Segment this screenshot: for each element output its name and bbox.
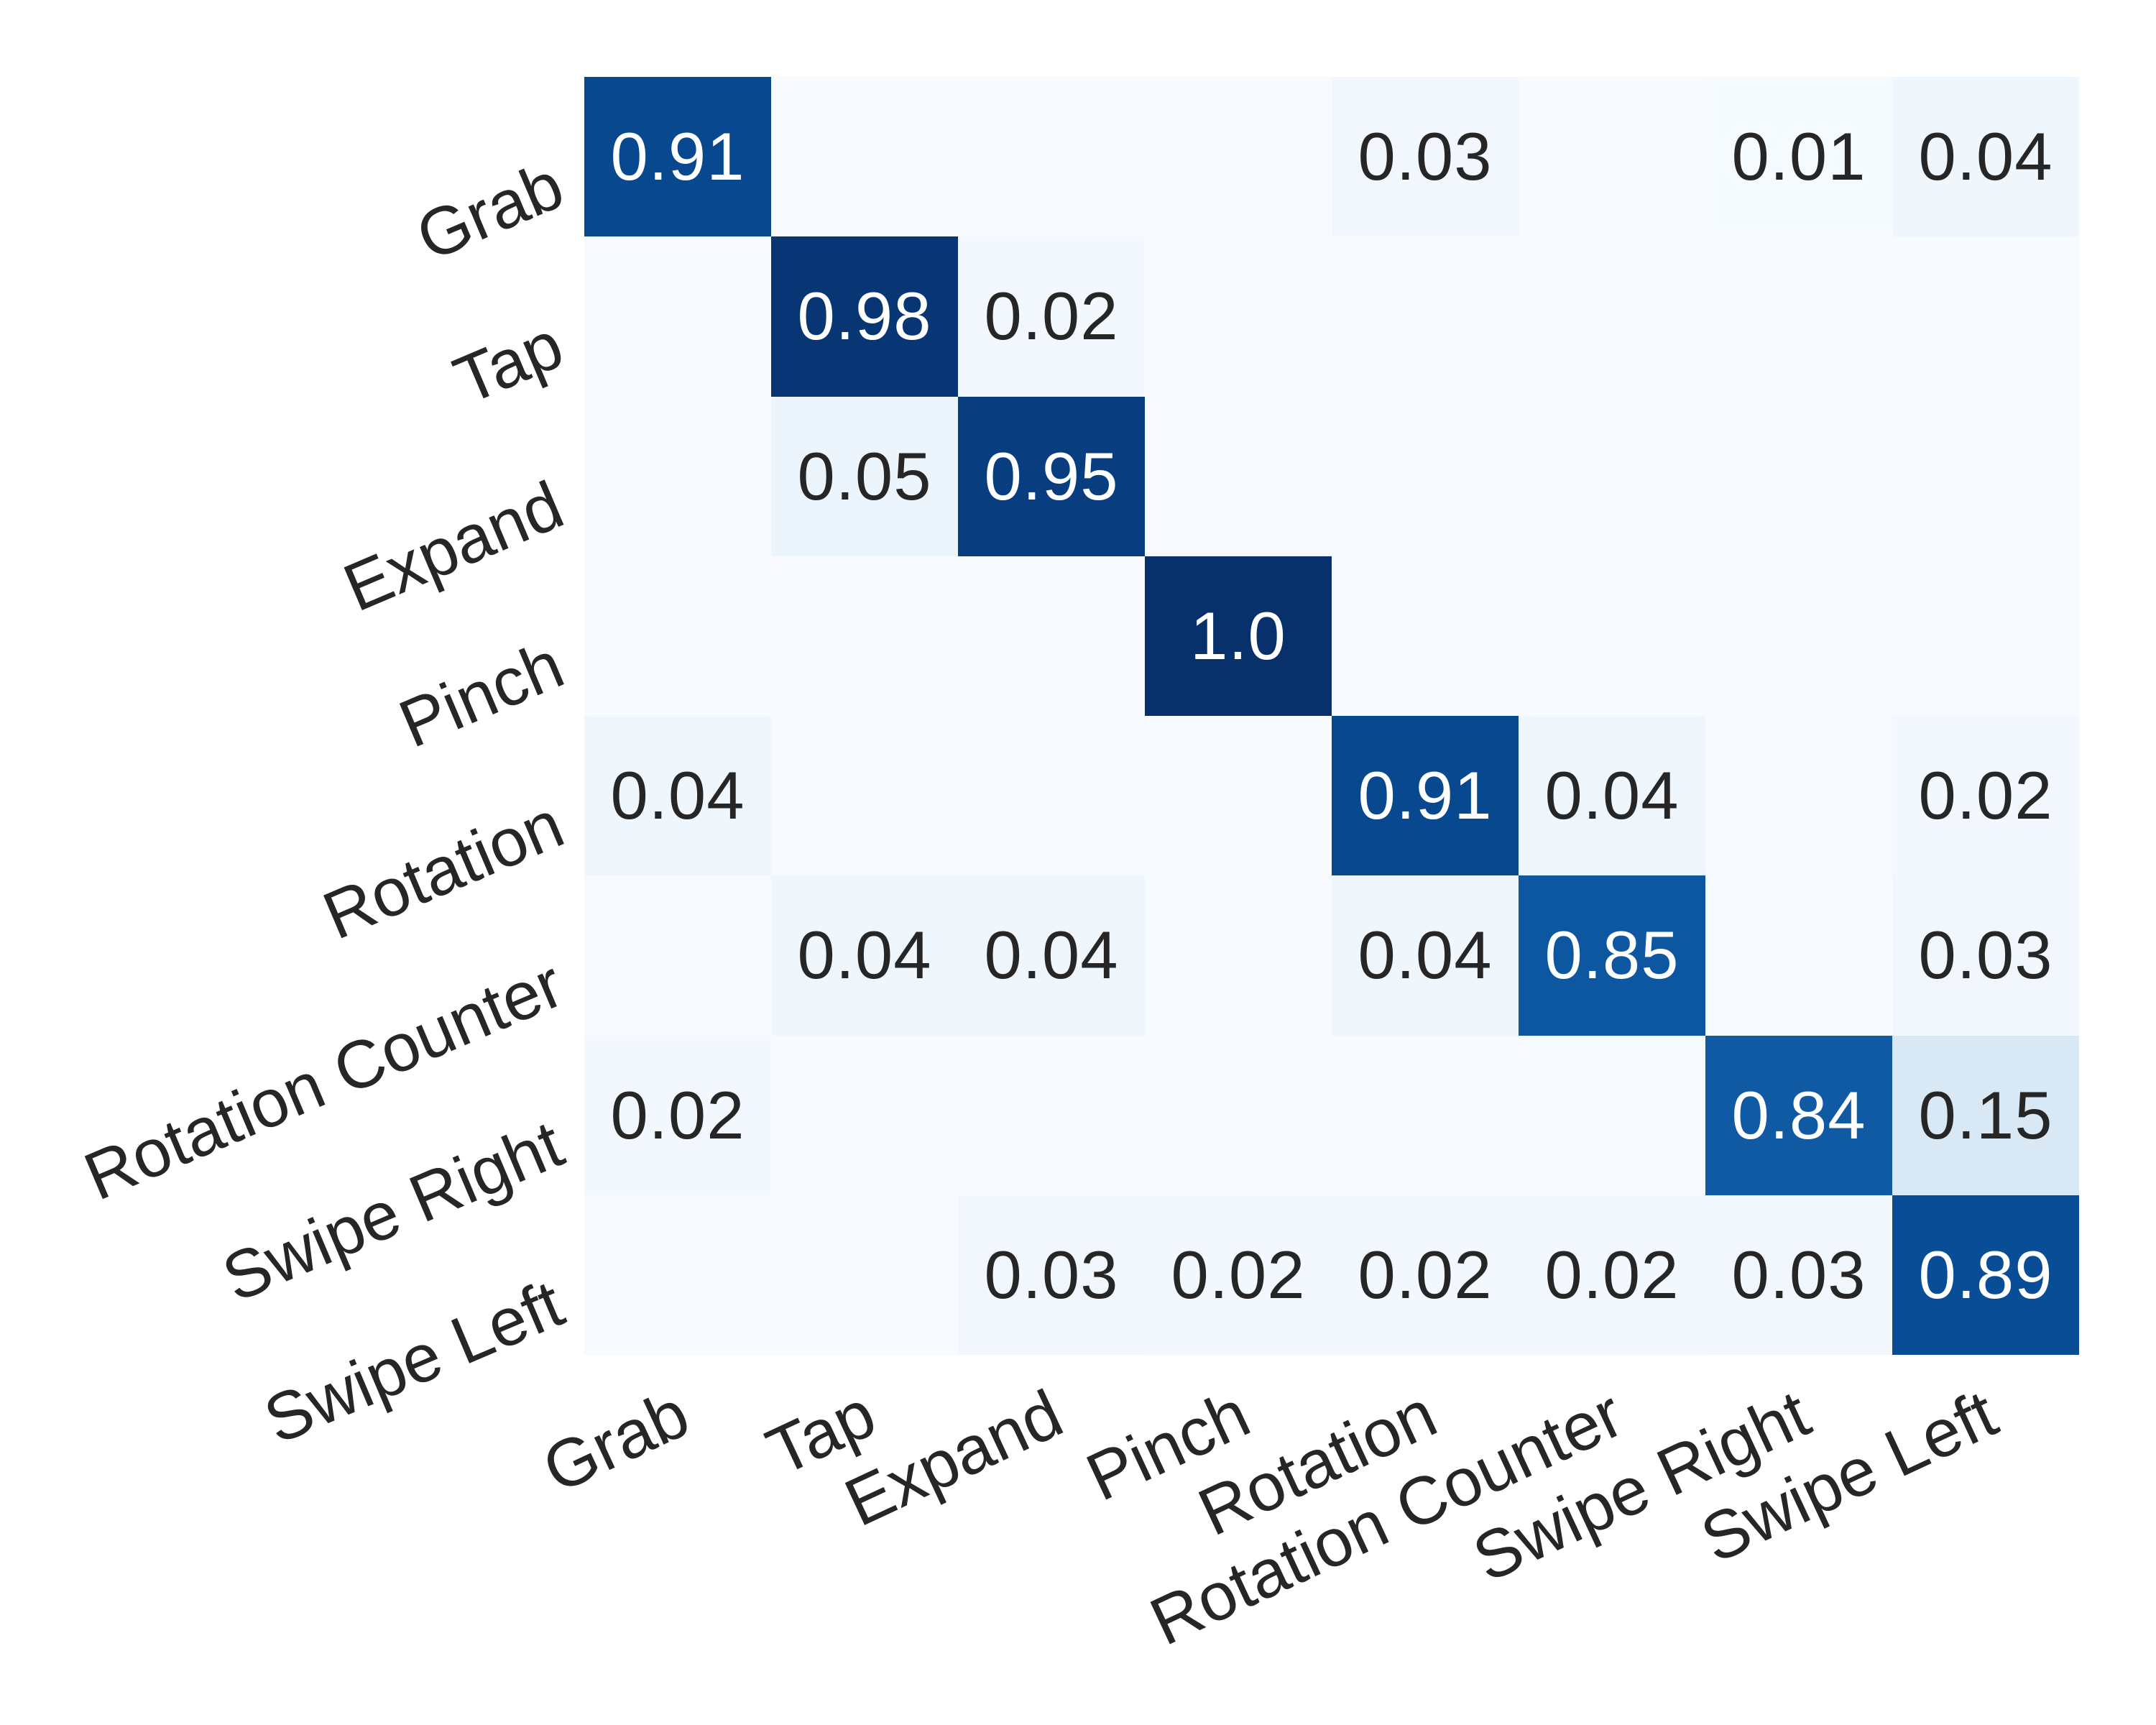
heatmap-cell: 0.04: [1892, 77, 2079, 237]
heatmap-cell: 0.02: [1892, 716, 2079, 876]
heatmap-cell: [584, 556, 771, 716]
y-tick-label: Pinch: [388, 626, 574, 762]
heatmap-cell: 0.01: [1705, 77, 1892, 237]
heatmap-cell: [1519, 396, 1705, 556]
heatmap-cell: [1145, 77, 1332, 237]
heatmap-cell: [1332, 556, 1519, 716]
heatmap-cell: 0.03: [958, 1195, 1145, 1355]
heatmap-cell: 0.84: [1705, 1035, 1892, 1195]
heatmap-cell: [1332, 236, 1519, 397]
heatmap-cell: [1892, 556, 2079, 716]
y-tick-label: Grab: [405, 147, 574, 275]
heatmap-cell: 0.04: [1332, 875, 1519, 1036]
heatmap-grid: 0.91 0.03 0.01 0.04 0.98 0.02 0.05 0.95 1.0 0.04 0…: [584, 77, 2079, 1355]
heatmap-cell: [584, 236, 771, 397]
heatmap-cell: [771, 556, 958, 716]
heatmap-cell: [584, 396, 771, 556]
heatmap-cell: [1145, 236, 1332, 397]
heatmap-cell: [1892, 396, 2079, 556]
heatmap-cell: [958, 556, 1145, 716]
heatmap-cell: [1705, 396, 1892, 556]
heatmap-cell: 0.04: [584, 716, 771, 876]
heatmap-cell: 0.03: [1332, 77, 1519, 237]
heatmap-cell: [1519, 236, 1705, 397]
heatmap-cell: 0.04: [958, 875, 1145, 1036]
x-tick-label: Grab: [531, 1375, 700, 1507]
heatmap-cell: 0.04: [1519, 716, 1705, 876]
heatmap-cell: [958, 77, 1145, 237]
x-tick-label: Expand: [834, 1375, 1074, 1541]
heatmap-cell: 0.03: [1705, 1195, 1892, 1355]
heatmap-cell: 0.03: [1892, 875, 2079, 1036]
heatmap-cell: [958, 716, 1145, 876]
heatmap-cell: [1145, 716, 1332, 876]
heatmap-cell: 0.85: [1519, 875, 1705, 1036]
heatmap-cell: [1145, 875, 1332, 1036]
heatmap-cell: 0.89: [1892, 1195, 2079, 1355]
heatmap-cell: [1519, 556, 1705, 716]
y-tick-label: Swipe Left: [254, 1265, 574, 1458]
heatmap-cell: [1519, 77, 1705, 237]
heatmap-cell: 0.02: [584, 1035, 771, 1195]
heatmap-cell: 0.02: [1519, 1195, 1705, 1355]
heatmap-cell: [1145, 396, 1332, 556]
heatmap-cell: [1705, 716, 1892, 876]
heatmap-cell: [584, 1195, 771, 1355]
heatmap-cell: [1145, 1035, 1332, 1195]
heatmap-cell: 0.15: [1892, 1035, 2079, 1195]
heatmap-cell: 0.05: [771, 396, 958, 556]
heatmap-cell: [958, 1035, 1145, 1195]
heatmap-cell: [1332, 1035, 1519, 1195]
heatmap-cell: [771, 1035, 958, 1195]
heatmap-cell: 0.02: [1145, 1195, 1332, 1355]
heatmap-cell: [1705, 556, 1892, 716]
heatmap-cell: 0.91: [584, 77, 771, 237]
heatmap-cell: [771, 1195, 958, 1355]
heatmap-cell: 0.02: [1332, 1195, 1519, 1355]
heatmap-cell: [771, 77, 958, 237]
heatmap-cell: [1705, 236, 1892, 397]
heatmap-cell: 0.98: [771, 236, 958, 397]
heatmap-cell: [1332, 396, 1519, 556]
heatmap-cell: [1892, 236, 2079, 397]
y-tick-label: Rotation: [312, 786, 574, 954]
heatmap-cell: [1705, 875, 1892, 1036]
y-tick-label: Tap: [443, 306, 574, 419]
y-tick-label: Expand: [333, 466, 574, 626]
heatmap-cell: 0.95: [958, 396, 1145, 556]
heatmap-cell: 0.04: [771, 875, 958, 1036]
heatmap-cell: 0.02: [958, 236, 1145, 397]
heatmap-cell: [1519, 1035, 1705, 1195]
heatmap-cell: 0.91: [1332, 716, 1519, 876]
heatmap-cell: [771, 716, 958, 876]
heatmap-cell: 1.0: [1145, 556, 1332, 716]
heatmap-cell: [584, 875, 771, 1036]
